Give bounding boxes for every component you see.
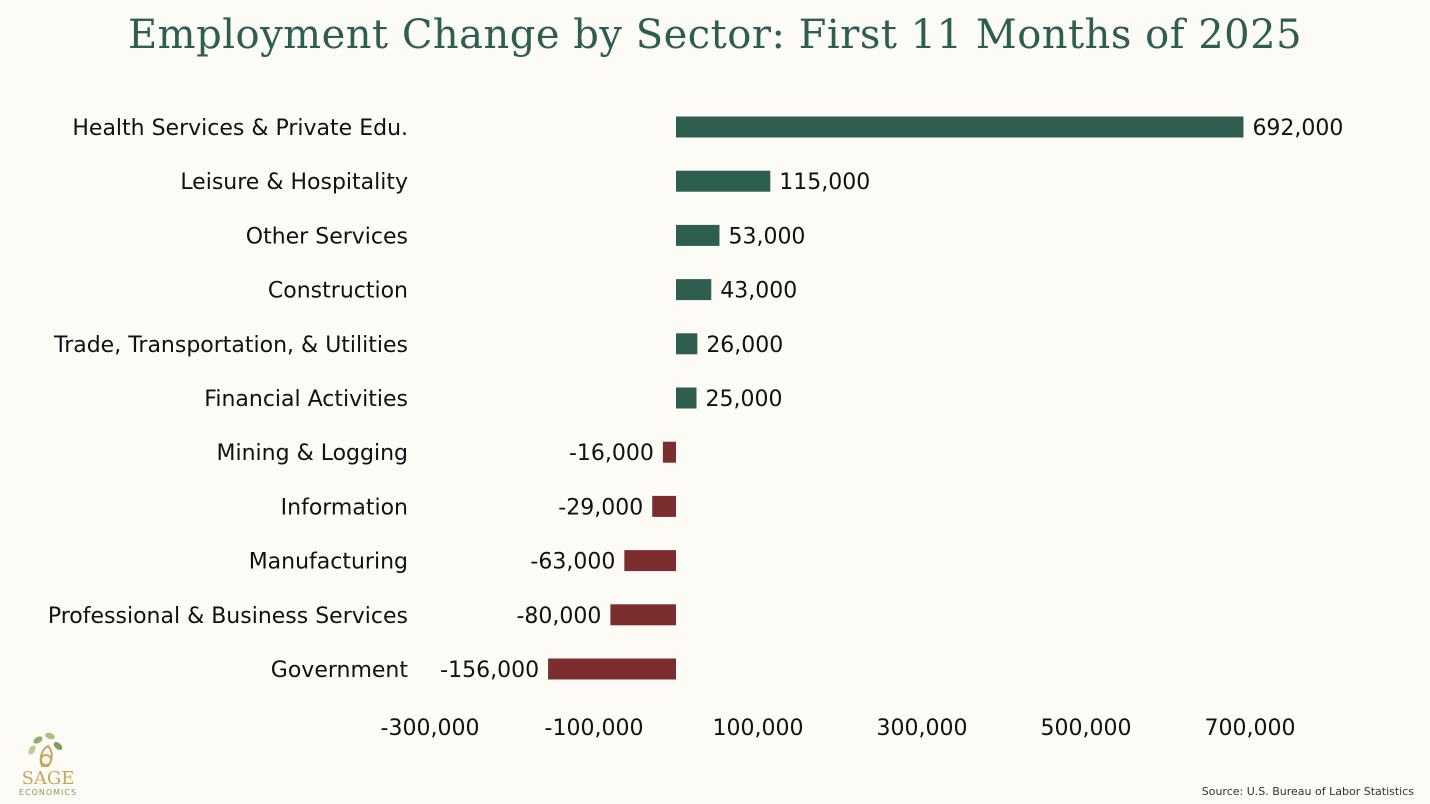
- bar-3: [676, 224, 720, 246]
- bar-11: [548, 658, 676, 680]
- value-label: 115,000: [779, 170, 870, 195]
- x-tick-label: -300,000: [381, 716, 480, 741]
- category-label: Leisure & Hospitality: [180, 170, 408, 195]
- value-label: -156,000: [440, 658, 539, 683]
- category-label: Professional & Business Services: [48, 604, 408, 629]
- category-label: Other Services: [246, 224, 408, 249]
- x-tick-label: 300,000: [877, 716, 968, 741]
- labels-layer: Health Services & Private Edu. 692,000 Lei…: [48, 116, 1344, 683]
- bar-7: [662, 441, 676, 463]
- bar-9: [624, 550, 676, 572]
- category-label: Government: [271, 658, 409, 683]
- category-label: Health Services & Private Edu.: [72, 116, 408, 141]
- bar-4: [676, 279, 712, 301]
- x-axis-ticks: -300,000 -100,000 100,000 300,000 500,000 700…: [381, 716, 1296, 741]
- x-tick-label: 500,000: [1041, 716, 1132, 741]
- value-label: -29,000: [558, 495, 643, 520]
- category-label: Construction: [268, 279, 408, 304]
- chart-title: Employment Change by Sector: First 11 Mo…: [127, 12, 1303, 58]
- category-label: Mining & Logging: [217, 441, 408, 466]
- bar-5: [676, 333, 698, 355]
- category-label: Trade, Transportation, & Utilities: [53, 333, 408, 358]
- source-note: Source: U.S. Bureau of Labor Statistics: [1201, 785, 1414, 798]
- value-label: 25,000: [706, 387, 783, 412]
- logo-subtitle: ECONOMICS: [19, 788, 77, 797]
- bar-8: [652, 495, 676, 517]
- bar-10: [610, 604, 676, 626]
- x-tick-label: 700,000: [1205, 716, 1296, 741]
- category-label: Manufacturing: [249, 550, 408, 575]
- bar-2: [676, 170, 771, 192]
- value-label: -80,000: [516, 604, 601, 629]
- bars-layer: [548, 116, 1244, 680]
- value-label: 26,000: [706, 333, 783, 358]
- value-label: -63,000: [530, 550, 615, 575]
- leaf-icon: [28, 732, 63, 767]
- category-label: Information: [281, 495, 408, 520]
- logo-name: SAGE: [22, 768, 75, 789]
- value-label: 43,000: [720, 279, 797, 304]
- category-label: Financial Activities: [204, 387, 408, 412]
- value-label: 53,000: [728, 224, 805, 249]
- value-label: -16,000: [569, 441, 654, 466]
- value-label: 692,000: [1252, 116, 1343, 141]
- bar-1: [676, 116, 1244, 138]
- bar-6: [676, 387, 697, 409]
- sage-economics-logo: SAGE ECONOMICS: [19, 732, 77, 797]
- x-tick-label: -100,000: [545, 716, 644, 741]
- x-tick-label: 100,000: [713, 716, 804, 741]
